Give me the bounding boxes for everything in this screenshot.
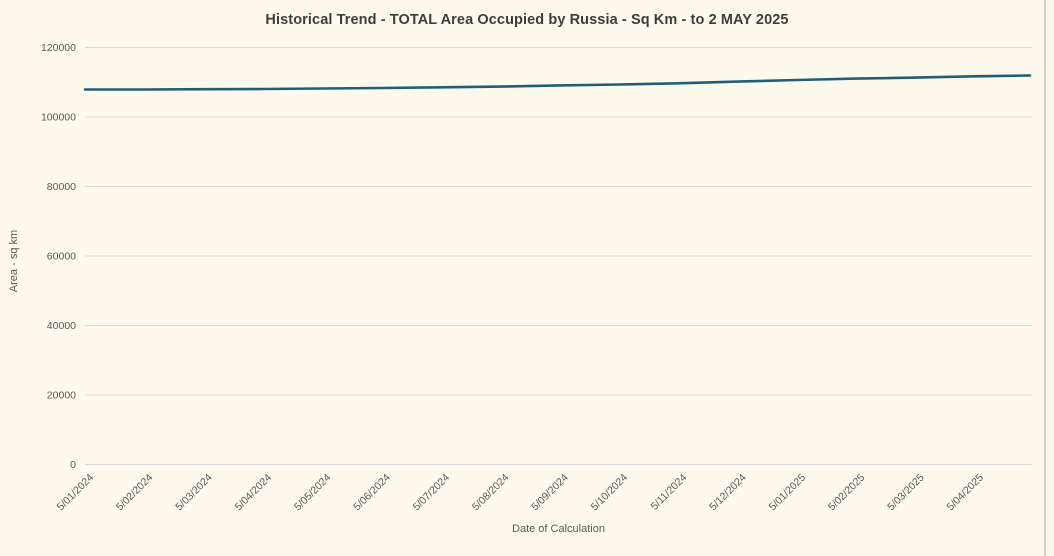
plot-area: 0 20000 40000 60000 80000 100000 120000 5/01/20… xyxy=(0,0,1054,556)
y-axis-tick-label: 120000 xyxy=(41,42,76,54)
x-axis-title: Date of Calculation xyxy=(85,523,1032,535)
y-axis-tick-label: 20000 xyxy=(47,390,76,402)
x-axis-tick-label: 5/05/2024 xyxy=(292,472,334,514)
x-axis-tick-label: 5/03/2024 xyxy=(173,472,215,514)
chart-panel: Historical Trend - TOTAL Area Occupied b… xyxy=(0,0,1054,556)
x-axis-tick-label: 5/03/2025 xyxy=(885,472,927,514)
x-axis-tick-label: 5/01/2025 xyxy=(767,472,809,514)
series-line-total-area-occupied xyxy=(85,76,1030,90)
y-axis-tick-label: 100000 xyxy=(41,112,76,124)
y-axis-title: Area - sq km xyxy=(8,211,20,311)
x-axis-tick-label: 5/02/2024 xyxy=(114,472,156,514)
x-axis-tick-label: 5/01/2024 xyxy=(55,472,97,514)
y-axis-tick-label: 80000 xyxy=(47,181,76,193)
x-axis-tick-label: 5/09/2024 xyxy=(529,472,571,514)
x-axis-tick-label: 5/08/2024 xyxy=(470,472,512,514)
panel-right-border xyxy=(1044,0,1046,556)
x-axis-tick-label: 5/04/2025 xyxy=(945,472,987,514)
x-axis-tick-label: 5/06/2024 xyxy=(351,472,393,514)
y-axis-tick-label: 40000 xyxy=(47,320,76,332)
x-axis-tick-label: 5/04/2024 xyxy=(233,472,275,514)
x-axis-tick-label: 5/02/2025 xyxy=(826,472,868,514)
x-axis-tick-label: 5/11/2024 xyxy=(648,472,689,513)
x-axis-tick-label: 5/10/2024 xyxy=(589,472,631,514)
x-axis-tick-label: 5/07/2024 xyxy=(411,472,453,514)
y-axis-tick-label: 60000 xyxy=(47,251,76,263)
y-axis-tick-label: 0 xyxy=(70,459,76,471)
x-axis-tick-label: 5/12/2024 xyxy=(707,472,749,514)
